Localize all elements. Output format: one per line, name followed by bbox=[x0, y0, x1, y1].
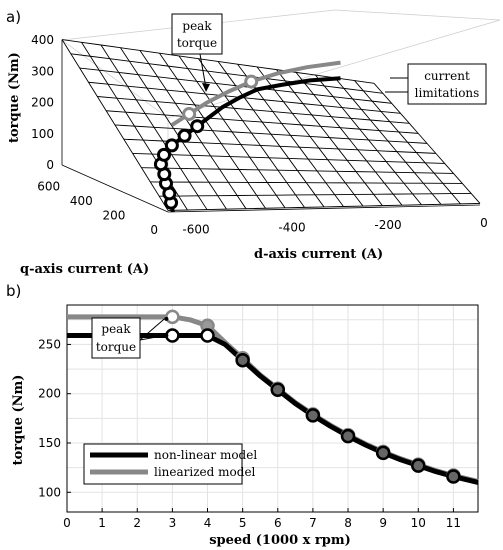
x-tick-11: 11 bbox=[446, 516, 461, 530]
marker-nonlinear-10 bbox=[411, 458, 426, 473]
peak-arrowhead-1 bbox=[164, 316, 169, 321]
panel-b-label: b) bbox=[6, 282, 21, 300]
mesh-line-q-9 bbox=[88, 81, 401, 114]
marker3d-linearized-0 bbox=[182, 106, 197, 121]
mesh-line-q-3 bbox=[141, 167, 454, 174]
d-axis-label: d-axis current (A) bbox=[254, 247, 383, 262]
mesh-line-q-0 bbox=[167, 202, 481, 211]
annotation-current-limitations: current limitations bbox=[385, 63, 487, 105]
marker-nonlinear-9 bbox=[375, 445, 391, 461]
mesh-line-q-2 bbox=[150, 181, 463, 184]
z-tick-200: 200 bbox=[31, 96, 54, 110]
q-axis-label: q-axis current (A) bbox=[20, 262, 149, 277]
x-tick-8: 8 bbox=[344, 516, 352, 530]
marker3d-linearized-1 bbox=[244, 74, 259, 89]
q-tick-0: 0 bbox=[150, 223, 158, 237]
q-tick-400: 400 bbox=[70, 194, 93, 208]
q-tick-200: 200 bbox=[102, 209, 125, 223]
mesh-line-q-8 bbox=[97, 96, 410, 124]
plot-frame bbox=[66, 304, 479, 513]
q-tick-600: 600 bbox=[37, 180, 60, 194]
y-tick-150: 150 bbox=[38, 436, 61, 450]
axes-lines bbox=[61, 40, 481, 213]
y-tick-100: 100 bbox=[38, 485, 61, 499]
x-tick-9: 9 bbox=[379, 516, 387, 530]
marker-linearized-3 bbox=[165, 309, 180, 325]
marker3d-nonlinear-8 bbox=[190, 119, 205, 134]
marker-nonlinear-6 bbox=[270, 382, 286, 398]
y-axis-label: torque (Nm) bbox=[11, 375, 26, 466]
d-tick--200: -200 bbox=[374, 218, 401, 232]
z-tick-300: 300 bbox=[31, 64, 54, 78]
panel-b: b) 0 1 2 3 4 5 6 7 8 9 10 11 100 150 200 250 speed (100… bbox=[6, 282, 479, 548]
x-tick-0: 0 bbox=[63, 516, 71, 530]
z-tick-100: 100 bbox=[31, 127, 54, 141]
annotation-peak-torque-a: peak torque bbox=[171, 13, 223, 92]
x-tick-4: 4 bbox=[204, 516, 212, 530]
curves-3d bbox=[153, 60, 341, 213]
y-tick-250: 250 bbox=[38, 337, 61, 351]
mesh-line-q-6 bbox=[114, 124, 428, 144]
panel-a-label: a) bbox=[6, 8, 21, 26]
z-axis-ticks: 0 100 200 300 400 bbox=[31, 33, 54, 172]
marker-nonlinear-5 bbox=[235, 352, 250, 368]
d-tick-0: 0 bbox=[480, 216, 488, 230]
marker-nonlinear-11 bbox=[446, 469, 461, 484]
x-tick-6: 6 bbox=[274, 516, 282, 530]
axes-box bbox=[61, 9, 501, 210]
x-tick-3: 3 bbox=[169, 516, 177, 530]
marker3d-nonlinear-5 bbox=[157, 147, 171, 162]
legend-label-linearized: linearized model bbox=[154, 465, 256, 479]
d-tick--400: -400 bbox=[278, 220, 305, 234]
y-tick-200: 200 bbox=[38, 387, 61, 401]
svg-text:peak: peak bbox=[101, 322, 131, 336]
x-tick-1: 1 bbox=[98, 516, 106, 530]
legend: non-linear model linearized model bbox=[83, 443, 257, 485]
svg-text:current: current bbox=[424, 69, 470, 83]
mesh-line-q-12 bbox=[61, 39, 375, 84]
mesh-line-q-4 bbox=[132, 153, 445, 164]
z-axis-label: torque (Nm) bbox=[7, 52, 22, 143]
annotation-peak-torque-b: peak torque bbox=[91, 317, 141, 359]
x-tick-10: 10 bbox=[411, 516, 426, 530]
peak-arrow-1 bbox=[139, 318, 165, 341]
svg-text:limitations: limitations bbox=[415, 86, 480, 100]
q-axis-ticks: 0 200 400 600 bbox=[37, 180, 158, 237]
z-tick-0: 0 bbox=[46, 158, 54, 172]
mesh-line-q-1 bbox=[159, 192, 472, 197]
svg-text:torque: torque bbox=[177, 36, 217, 50]
d-tick--600: -600 bbox=[182, 222, 209, 236]
marker-nonlinear-8 bbox=[340, 428, 356, 444]
mesh-line-q-10 bbox=[79, 67, 392, 104]
marker3d-nonlinear-6 bbox=[164, 138, 179, 153]
curve3d-linearized bbox=[170, 60, 341, 127]
legend-label-nonlinear: non-linear model bbox=[154, 448, 257, 462]
svg-text:peak: peak bbox=[182, 19, 212, 33]
x-tick-2: 2 bbox=[133, 516, 141, 530]
peak-arrow-0 bbox=[139, 335, 165, 341]
z-tick-400: 400 bbox=[31, 33, 54, 47]
x-axis-label: speed (1000 x rpm) bbox=[209, 533, 351, 548]
marker-nonlinear-4 bbox=[200, 328, 215, 343]
surface-mesh bbox=[61, 39, 481, 211]
mesh-line-q-7 bbox=[106, 110, 419, 134]
svg-text:torque: torque bbox=[96, 340, 136, 354]
peak-arrowhead-0 bbox=[164, 333, 169, 338]
mesh-line-q-11 bbox=[70, 53, 383, 94]
d-axis-ticks: -600 -400 -200 0 bbox=[182, 216, 487, 236]
marker3d-nonlinear-7 bbox=[177, 128, 192, 143]
x-tick-7: 7 bbox=[309, 516, 317, 530]
x-tick-5: 5 bbox=[239, 516, 247, 530]
marker-nonlinear-7 bbox=[305, 408, 321, 423]
